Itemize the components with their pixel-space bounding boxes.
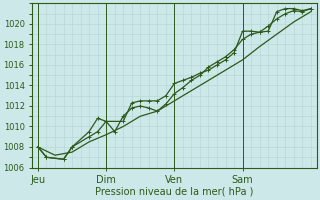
X-axis label: Pression niveau de la mer( hPa ): Pression niveau de la mer( hPa ) (95, 187, 253, 197)
